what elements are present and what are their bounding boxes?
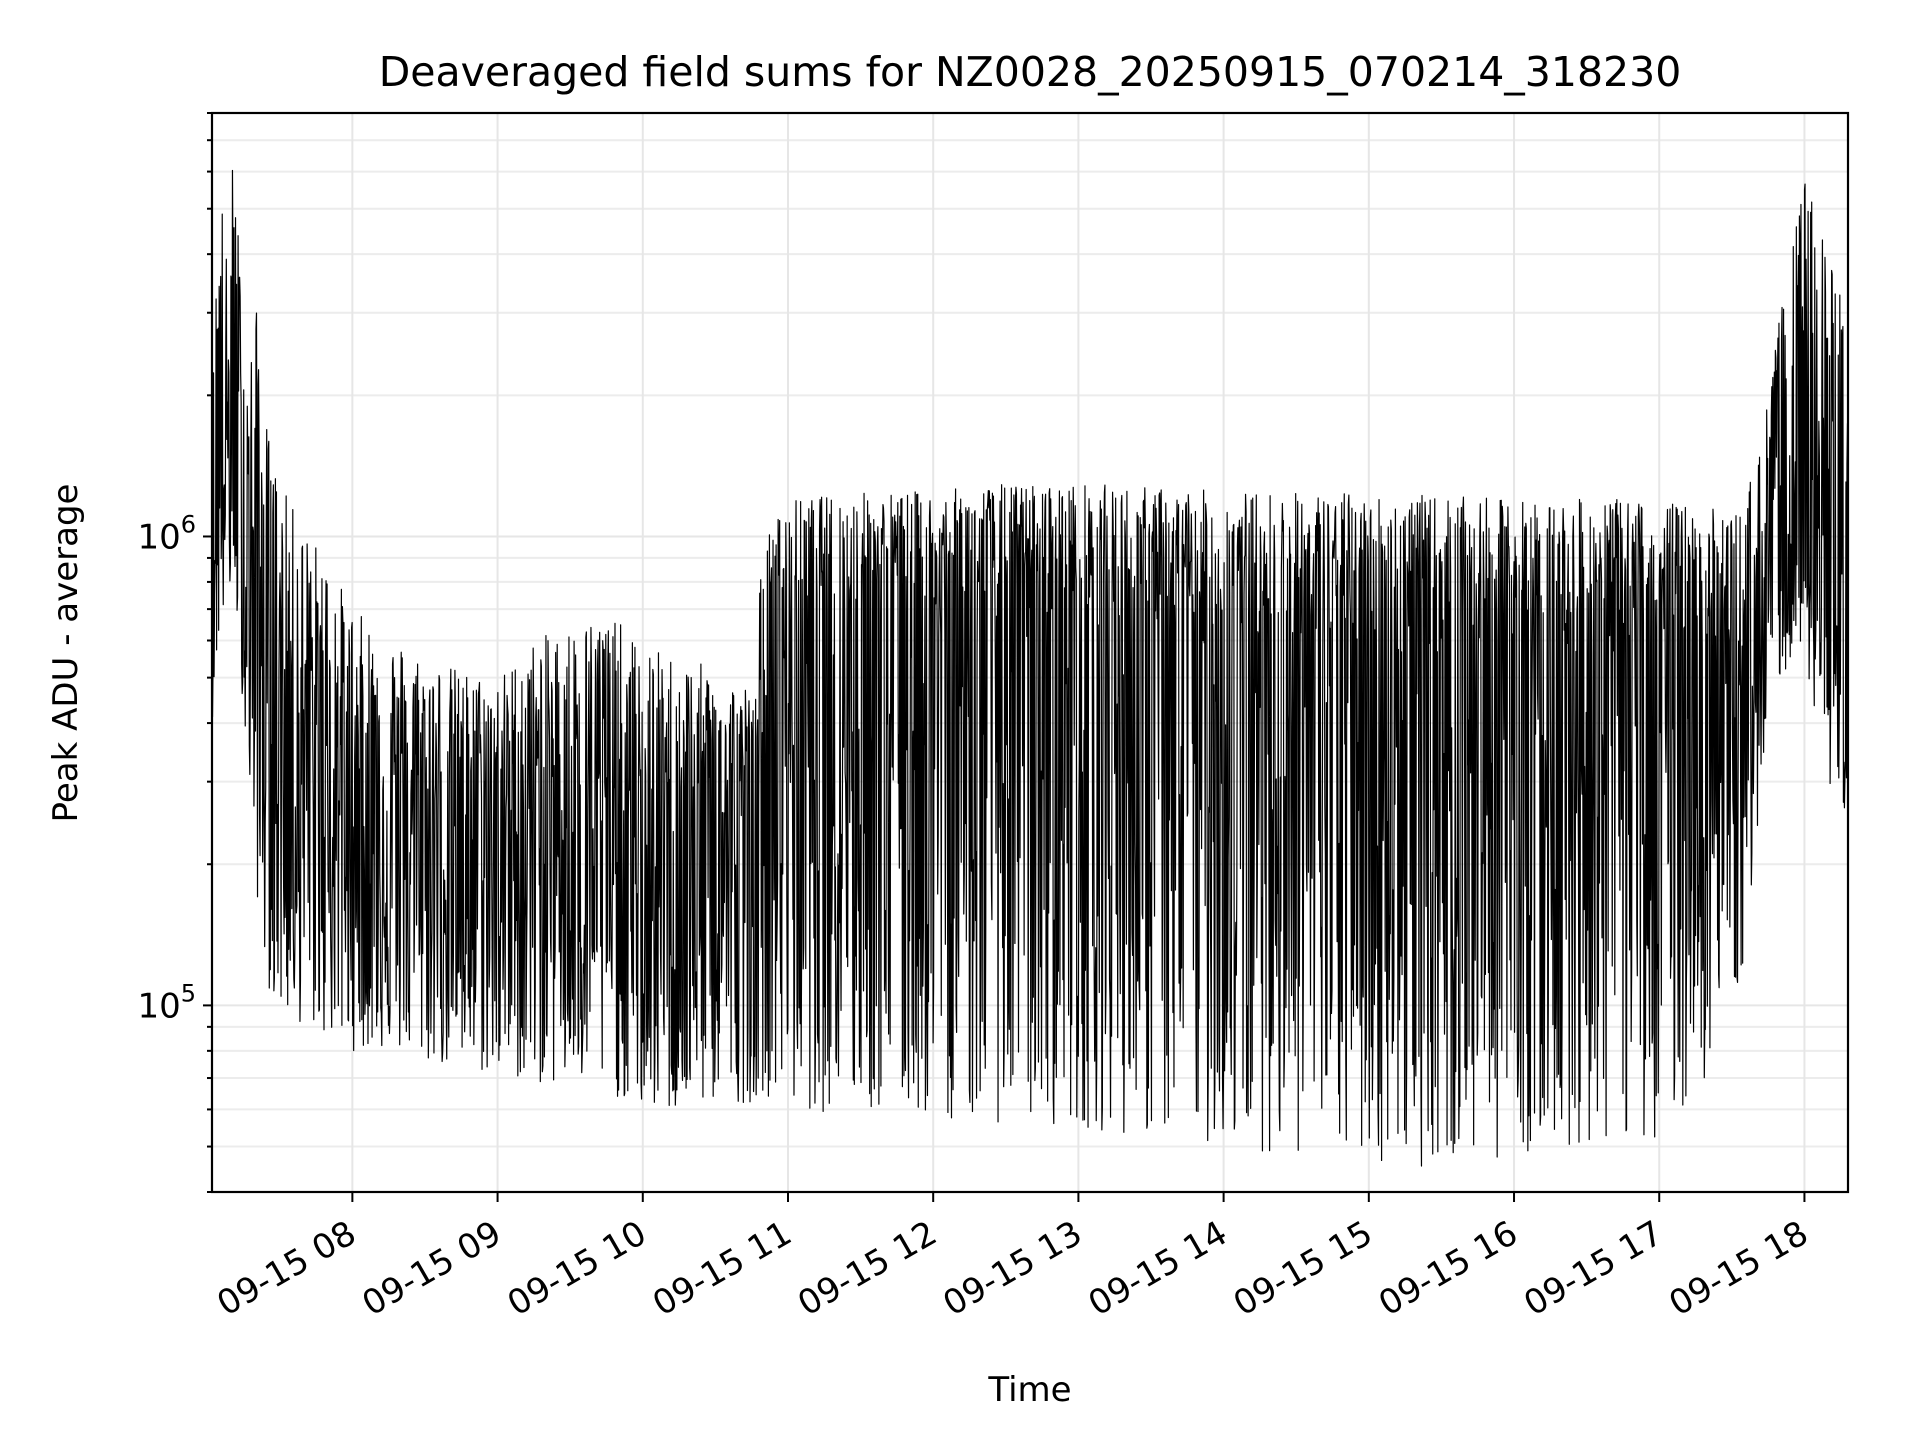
series-line (211, 169, 1849, 1167)
y-axis: 105 106 (137, 112, 212, 1193)
y-tick-label: 105 (137, 979, 196, 1026)
y-tick-label: 106 (137, 510, 196, 557)
chart-title: Deaveraged field sums for NZ0028_2025091… (379, 48, 1682, 96)
series-layer (211, 169, 1849, 1167)
y-axis-label: Peak ADU - average (46, 484, 86, 823)
plot-frame (210, 111, 1850, 1194)
x-axis-label: Time (987, 1370, 1071, 1410)
